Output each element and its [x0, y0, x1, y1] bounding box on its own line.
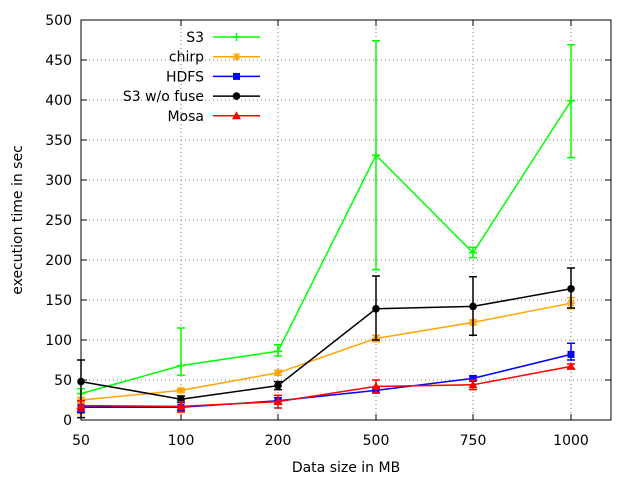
- x-tick-label: 1000: [553, 433, 589, 449]
- data-point: [233, 72, 240, 80]
- x-tick-label: 50: [72, 433, 90, 449]
- x-tick-label: 500: [363, 433, 390, 449]
- data-point: [469, 302, 477, 311]
- data-point: [274, 381, 282, 390]
- legend: S3 chirp HDFS S3 w/o fuse Mosa: [123, 30, 260, 125]
- data-point: [232, 52, 241, 61]
- y-tick-label: 300: [45, 173, 72, 189]
- data-point: [566, 361, 576, 370]
- data-point: [469, 248, 477, 257]
- series-mosa: [76, 361, 576, 413]
- legend-label: HDFS: [166, 69, 204, 85]
- x-tick-label: 750: [460, 433, 487, 449]
- legend-label: S3: [186, 30, 204, 46]
- data-point: [232, 33, 241, 41]
- y-tick-label: 200: [45, 253, 72, 269]
- legend-label: S3 w/o fuse: [123, 89, 204, 105]
- legend-label: Mosa: [167, 109, 204, 125]
- series-layer: [76, 40, 576, 419]
- data-point: [273, 397, 283, 406]
- x-tick-label: 200: [265, 433, 292, 449]
- data-point: [232, 92, 241, 100]
- series-chirp: [77, 296, 575, 404]
- data-point: [77, 377, 85, 386]
- series-s3-w-o-fuse: [77, 267, 575, 419]
- y-tick-label: 250: [45, 213, 72, 229]
- legend-label: chirp: [169, 50, 204, 66]
- y-tick-label: 500: [45, 13, 72, 29]
- series-line: [81, 353, 572, 408]
- series-hdfs: [77, 342, 575, 414]
- y-tick-label: 150: [45, 293, 72, 309]
- series-line: [80, 302, 572, 401]
- data-point: [177, 361, 185, 370]
- data-point: [567, 96, 575, 105]
- data-point: [468, 380, 478, 389]
- data-point: [176, 401, 186, 410]
- data-point: [274, 368, 282, 377]
- series-line: [80, 288, 572, 400]
- y-tick-label: 400: [45, 93, 72, 109]
- series-s3: [77, 40, 575, 404]
- data-point: [567, 350, 575, 358]
- y-tick-label: 0: [63, 413, 72, 429]
- x-tick-label: 100: [168, 433, 195, 449]
- data-point: [567, 285, 575, 293]
- data-point: [76, 401, 86, 410]
- series-line: [80, 365, 572, 408]
- grid: [81, 20, 611, 420]
- series-line: [80, 100, 572, 395]
- data-point: [372, 151, 380, 160]
- x-axis-label: Data size in MB: [292, 460, 400, 476]
- data-point: [274, 347, 282, 356]
- data-point: [371, 381, 381, 390]
- y-tick-label: 450: [45, 53, 72, 69]
- data-point: [177, 386, 185, 395]
- data-point: [232, 111, 241, 120]
- y-tick-label: 350: [45, 133, 72, 149]
- y-tick-label: 50: [54, 373, 72, 389]
- plot-border: [80, 19, 612, 421]
- data-point: [469, 374, 477, 382]
- y-axis-label: execution time in sec: [10, 145, 26, 295]
- y-tick-label: 100: [45, 333, 72, 349]
- data-point: [372, 305, 380, 313]
